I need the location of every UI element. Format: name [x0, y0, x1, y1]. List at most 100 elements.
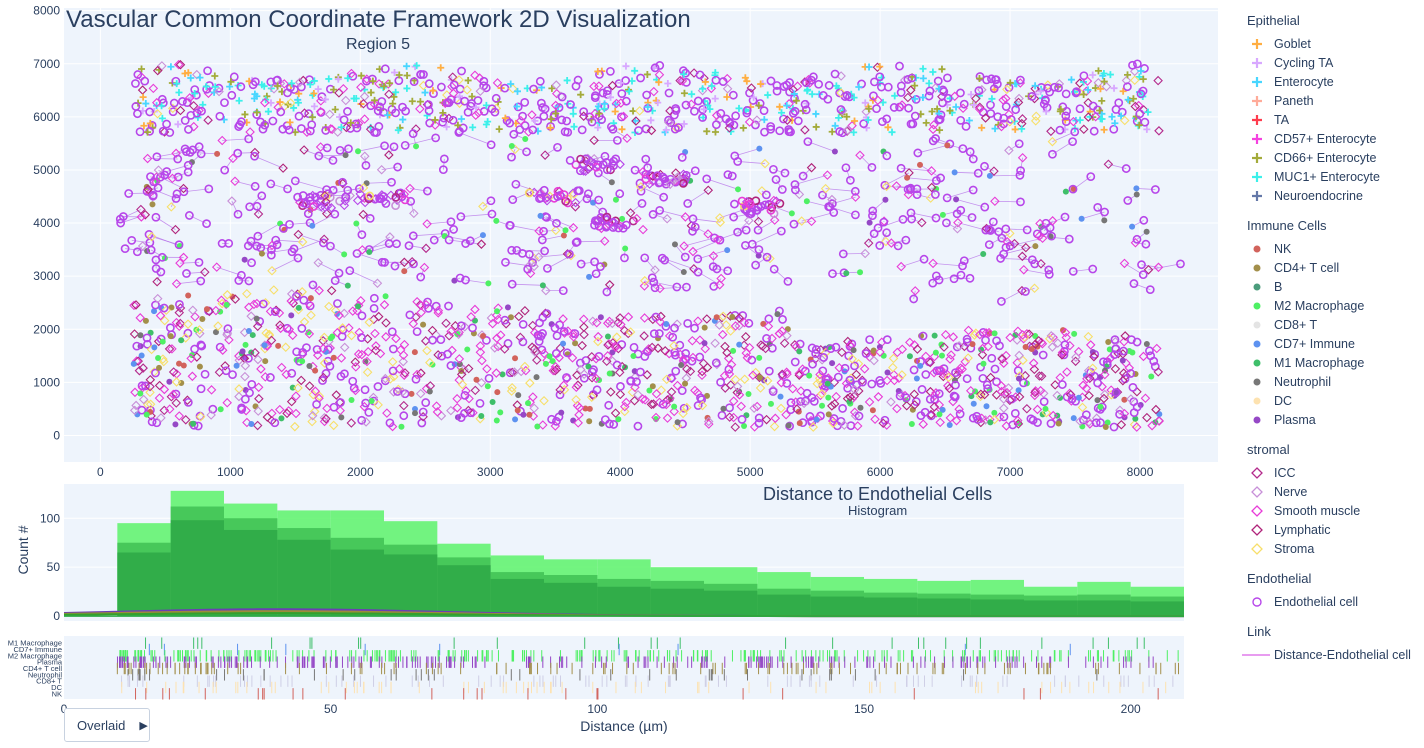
scatter-point [819, 353, 829, 362]
scatter-point [188, 100, 199, 111]
histogram-bar[interactable] [810, 596, 864, 617]
scatter-point [829, 208, 839, 217]
legend-item[interactable]: CD66+ Enterocyte [1240, 148, 1424, 167]
legend-item[interactable]: Stroma [1240, 539, 1424, 558]
scatter-point [651, 312, 661, 322]
scatter-link [807, 141, 836, 152]
legend-item[interactable]: M1 Macrophage [1240, 353, 1424, 372]
histogram-bar[interactable] [544, 582, 598, 617]
histogram-bar[interactable] [437, 565, 491, 617]
histogram-bar[interactable] [330, 549, 384, 617]
scatter-point [129, 405, 140, 416]
histogram-bar[interactable] [757, 594, 811, 617]
scatter-point [755, 99, 765, 108]
histogram-bar[interactable] [170, 520, 224, 617]
legend-item[interactable]: ICC [1240, 463, 1424, 482]
legend-item[interactable]: Nerve [1240, 482, 1424, 501]
scatter-point [1077, 402, 1088, 413]
scatter-point [515, 332, 526, 343]
scatter-point [132, 247, 142, 257]
legend-item[interactable]: Paneth [1240, 91, 1424, 110]
legend-item[interactable]: DC [1240, 391, 1424, 410]
histogram-bar[interactable] [864, 597, 918, 617]
scatter-point [174, 411, 185, 421]
scatter-point [593, 331, 603, 342]
legend-item[interactable]: Neutrophil [1240, 372, 1424, 391]
scatter-point [680, 252, 690, 262]
scatter-point [577, 340, 587, 351]
histogram-bar[interactable] [1077, 600, 1131, 617]
histogram-bar[interactable] [970, 599, 1024, 617]
legend-item[interactable]: Goblet [1240, 34, 1424, 53]
scatter-point [690, 166, 700, 176]
scatter-point [943, 372, 954, 383]
histogram-bar[interactable] [704, 590, 758, 617]
histogram-bar[interactable] [650, 588, 704, 617]
legend-item[interactable]: Plasma [1240, 410, 1424, 429]
rug-row-label: NK [52, 689, 62, 698]
histogram-bar[interactable] [277, 539, 331, 617]
scatter-point [842, 125, 853, 135]
scatter-point [930, 190, 940, 199]
scatter-point [265, 306, 276, 317]
scatter-point [991, 409, 998, 416]
overlay-mode-button[interactable]: Overlaid ▶ [64, 708, 150, 742]
scatter-point [796, 348, 803, 355]
histogram-bar[interactable] [1024, 600, 1078, 617]
histogram-bar[interactable] [117, 552, 171, 617]
legend-item[interactable]: Smooth muscle [1240, 501, 1424, 520]
scatter-point [1137, 260, 1146, 270]
legend-item[interactable]: CD7+ Immune [1240, 334, 1424, 353]
legend-item[interactable]: Cycling TA [1240, 53, 1424, 72]
scatter-point [730, 151, 740, 161]
scatter-point [845, 175, 855, 185]
scatter-link [254, 155, 284, 169]
histogram-bar[interactable] [1130, 601, 1184, 617]
scatter-point [168, 367, 179, 377]
legend-item[interactable]: NK [1240, 239, 1424, 258]
legend-item[interactable]: B [1240, 277, 1424, 296]
scatter-link [303, 149, 334, 161]
scatter-point [446, 405, 456, 416]
histogram-bar[interactable] [384, 554, 438, 617]
legend-item[interactable]: Lymphatic [1240, 520, 1424, 539]
scatter-link [794, 174, 828, 185]
scatter-point [473, 376, 480, 383]
scatter-point [608, 179, 615, 186]
scatter-point [664, 88, 674, 98]
scatter-point [954, 366, 964, 377]
histogram-bar[interactable] [917, 598, 971, 617]
scatter-point [1017, 114, 1028, 124]
histogram-bar[interactable] [224, 529, 278, 617]
legend-item[interactable]: Endothelial cell [1240, 592, 1424, 611]
scatter-point [415, 104, 425, 114]
scatter-point [565, 155, 575, 165]
scatter-point [1075, 416, 1085, 427]
scatter-point [725, 326, 736, 336]
scatter-point [147, 417, 157, 427]
scatter-point [621, 76, 631, 85]
scatter-point [1044, 269, 1054, 279]
scatter-point [859, 364, 870, 374]
scatter-point [370, 127, 379, 137]
scatter-point [750, 93, 758, 101]
scatter-point [1030, 387, 1040, 398]
scatter-point [788, 108, 798, 118]
scatter-point [790, 180, 800, 189]
scatter-point [399, 116, 407, 124]
histogram-bar[interactable] [490, 578, 544, 617]
scatter-point [548, 365, 559, 376]
scatter-point [217, 406, 224, 413]
legend-item[interactable]: CD4+ T cell [1240, 258, 1424, 277]
legend-item[interactable]: Enterocyte [1240, 72, 1424, 91]
scatter-point [970, 101, 978, 109]
legend-item[interactable]: Neuroendocrine [1240, 186, 1424, 205]
histogram-bar[interactable] [597, 586, 651, 617]
rug-plot-area[interactable] [64, 636, 1184, 699]
legend-item[interactable]: MUC1+ Enterocyte [1240, 167, 1424, 186]
legend-item[interactable]: CD57+ Enterocyte [1240, 129, 1424, 148]
legend-item[interactable]: M2 Macrophage [1240, 296, 1424, 315]
legend-item[interactable]: CD8+ T [1240, 315, 1424, 334]
legend-item[interactable]: TA [1240, 110, 1424, 129]
legend-item[interactable]: Distance-Endothelial cell [1240, 645, 1424, 664]
